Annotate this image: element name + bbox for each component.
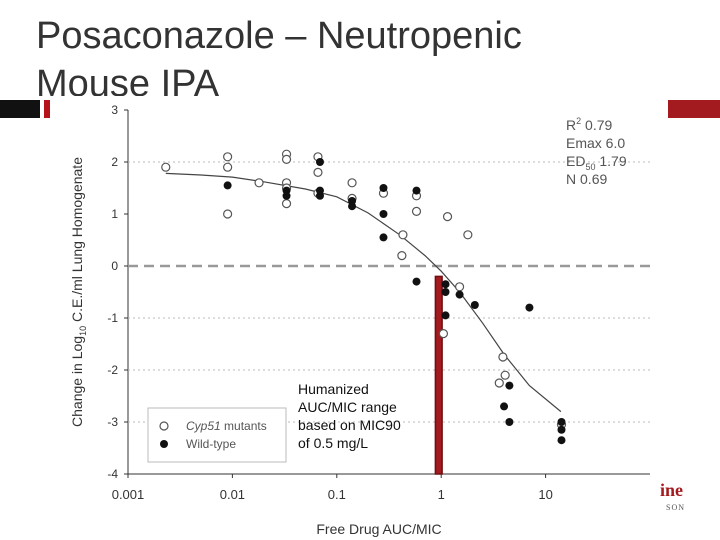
annotation-line: AUC/MIC range bbox=[298, 399, 397, 415]
x-axis-label: Free Drug AUC/MIC bbox=[316, 521, 441, 537]
data-point-wild-type bbox=[379, 233, 388, 242]
y-axis-label: Change in Log10 C.E./ml Lung Homogenate bbox=[69, 157, 88, 427]
stat-label: R2 0.79 bbox=[566, 116, 612, 133]
data-point-cyp51-mutant bbox=[281, 154, 292, 164]
data-point-cyp51-mutant bbox=[313, 167, 323, 177]
legend-label: Wild-type bbox=[186, 437, 236, 451]
data-point-cyp51-mutant bbox=[442, 212, 453, 222]
data-point-wild-type bbox=[441, 280, 450, 289]
y-tick-label: 0 bbox=[111, 259, 118, 273]
data-point-wild-type bbox=[557, 418, 566, 426]
data-point-cyp51-mutant bbox=[494, 378, 504, 388]
data-point-wild-type bbox=[455, 290, 464, 299]
legend-label: Cyp51 mutants bbox=[186, 419, 267, 433]
data-point-wild-type bbox=[441, 288, 450, 296]
data-point-wild-type bbox=[505, 381, 514, 390]
slide-title: Posaconazole – Neutropenic Mouse IPA bbox=[36, 15, 522, 96]
y-tick-label: 2 bbox=[111, 155, 118, 169]
annotation-line: based on MIC90 bbox=[298, 417, 401, 433]
y-tick-label: -2 bbox=[107, 363, 118, 377]
data-point-wild-type bbox=[379, 184, 388, 192]
logo-subtext: SON bbox=[666, 503, 686, 512]
data-point-wild-type bbox=[315, 191, 324, 200]
data-point-wild-type bbox=[412, 186, 421, 195]
data-point-cyp51-mutant bbox=[397, 251, 407, 261]
data-point-wild-type bbox=[525, 303, 534, 312]
decorative-red-bar-right bbox=[668, 100, 720, 118]
stat-label: N 0.69 bbox=[566, 171, 607, 187]
data-point-wild-type bbox=[505, 418, 514, 426]
data-point-wild-type bbox=[557, 425, 566, 434]
x-tick-label: 1 bbox=[438, 487, 445, 502]
data-point-cyp51-mutant bbox=[454, 282, 465, 292]
decorative-black-bar bbox=[0, 100, 40, 118]
data-point-wild-type bbox=[315, 158, 324, 166]
annotation-line: of 0.5 mg/L bbox=[298, 435, 369, 451]
annotation-line: Humanized bbox=[298, 381, 369, 397]
data-point-wild-type bbox=[379, 210, 388, 218]
data-point-cyp51-mutant bbox=[438, 329, 449, 339]
legend-marker-open bbox=[159, 421, 169, 431]
data-point-cyp51-mutant bbox=[223, 152, 233, 162]
x-tick-label: 0.01 bbox=[220, 487, 245, 502]
logo-text: ine bbox=[660, 480, 684, 500]
data-point-cyp51-mutant bbox=[254, 178, 264, 188]
data-point-cyp51-mutant bbox=[398, 230, 408, 240]
humanized-range-bar bbox=[434, 275, 443, 475]
stat-label: ED50 1.79 bbox=[566, 153, 627, 172]
legend-box bbox=[147, 407, 287, 463]
data-point-cyp51-mutant bbox=[223, 162, 233, 172]
decorative-red-bar-left bbox=[44, 100, 50, 118]
data-point-cyp51-mutant bbox=[411, 206, 422, 216]
stat-label: Emax 6.0 bbox=[566, 135, 625, 151]
data-point-wild-type bbox=[470, 301, 479, 309]
data-point-cyp51-mutant bbox=[223, 209, 233, 219]
x-tick-label: 0.1 bbox=[328, 487, 346, 502]
y-tick-label: -4 bbox=[107, 467, 118, 481]
data-point-cyp51-mutant bbox=[463, 230, 473, 240]
data-point-wild-type bbox=[412, 277, 421, 286]
data-point-wild-type bbox=[223, 181, 232, 190]
y-tick-label: -3 bbox=[107, 415, 118, 429]
data-point-wild-type bbox=[282, 191, 291, 200]
data-point-cyp51-mutant bbox=[500, 370, 510, 380]
y-tick-label: 1 bbox=[111, 207, 118, 221]
data-point-wild-type bbox=[500, 402, 509, 411]
data-point-cyp51-mutant bbox=[161, 162, 171, 172]
y-tick-label: -1 bbox=[107, 311, 118, 325]
data-point-cyp51-mutant bbox=[498, 352, 508, 362]
legend-marker-filled bbox=[160, 440, 168, 448]
data-point-cyp51-mutant bbox=[281, 199, 292, 209]
annotation-text: Humanized AUC/MIC range based on MIC90 o… bbox=[298, 380, 458, 452]
data-point-wild-type bbox=[557, 436, 566, 445]
x-tick-label: 0.001 bbox=[112, 487, 145, 502]
data-point-cyp51-mutant bbox=[347, 178, 357, 188]
data-point-wild-type bbox=[441, 311, 450, 320]
data-point-wild-type bbox=[348, 202, 357, 211]
x-tick-label: 10 bbox=[538, 487, 552, 502]
y-tick-label: 3 bbox=[111, 103, 118, 117]
